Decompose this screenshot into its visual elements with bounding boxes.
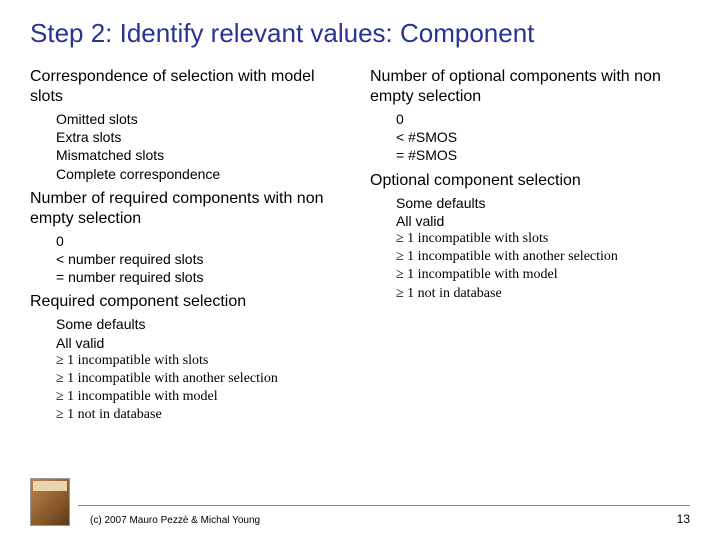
right-column: Number of optional components with non e… bbox=[370, 67, 690, 428]
list-item: Some defaults bbox=[56, 315, 350, 333]
list-item: ≥ 1 incompatible with model bbox=[396, 266, 690, 284]
list-item: All valid bbox=[396, 212, 690, 230]
item-list: 0 < #SMOS = #SMOS bbox=[396, 110, 690, 165]
list-item: Omitted slots bbox=[56, 110, 350, 128]
list-item: 0 bbox=[56, 232, 350, 250]
list-item: ≥ 1 not in database bbox=[56, 406, 350, 424]
list-item: Some defaults bbox=[396, 194, 690, 212]
section-heading: Optional component selection bbox=[370, 171, 690, 191]
list-item: ≥ 1 incompatible with another selection bbox=[396, 248, 690, 266]
content-columns: Correspondence of selection with model s… bbox=[30, 67, 690, 428]
list-item: Extra slots bbox=[56, 128, 350, 146]
list-item: < #SMOS bbox=[396, 128, 690, 146]
item-list: 0 < number required slots = number requi… bbox=[56, 232, 350, 287]
section-heading: Number of required components with non e… bbox=[30, 189, 350, 229]
list-item: ≥ 1 incompatible with model bbox=[56, 388, 350, 406]
section-heading: Required component selection bbox=[30, 292, 350, 312]
list-item: All valid bbox=[56, 334, 350, 352]
page-number: 13 bbox=[677, 512, 690, 526]
footer: (c) 2007 Mauro Pezzè & Michal Young 13 bbox=[0, 478, 720, 526]
list-item: < number required slots bbox=[56, 250, 350, 268]
book-cover-icon bbox=[30, 478, 70, 526]
list-item: ≥ 1 incompatible with another selection bbox=[56, 370, 350, 388]
footer-left: (c) 2007 Mauro Pezzè & Michal Young bbox=[30, 478, 260, 526]
list-item: ≥ 1 incompatible with slots bbox=[56, 352, 350, 370]
list-item: ≥ 1 not in database bbox=[396, 285, 690, 303]
slide-title: Step 2: Identify relevant values: Compon… bbox=[30, 18, 690, 49]
left-column: Correspondence of selection with model s… bbox=[30, 67, 350, 428]
list-item: = #SMOS bbox=[396, 146, 690, 164]
item-list: Some defaults All valid ≥ 1 incompatible… bbox=[56, 315, 350, 424]
slide: Step 2: Identify relevant values: Compon… bbox=[0, 0, 720, 540]
section-heading: Number of optional components with non e… bbox=[370, 67, 690, 107]
list-item: ≥ 1 incompatible with slots bbox=[396, 230, 690, 248]
item-list: Some defaults All valid ≥ 1 incompatible… bbox=[396, 194, 690, 303]
section-heading: Correspondence of selection with model s… bbox=[30, 67, 350, 107]
list-item: = number required slots bbox=[56, 268, 350, 286]
item-list: Omitted slots Extra slots Mismatched slo… bbox=[56, 110, 350, 183]
list-item: Mismatched slots bbox=[56, 146, 350, 164]
list-item: 0 bbox=[396, 110, 690, 128]
list-item: Complete correspondence bbox=[56, 165, 350, 183]
copyright-text: (c) 2007 Mauro Pezzè & Michal Young bbox=[90, 515, 260, 526]
